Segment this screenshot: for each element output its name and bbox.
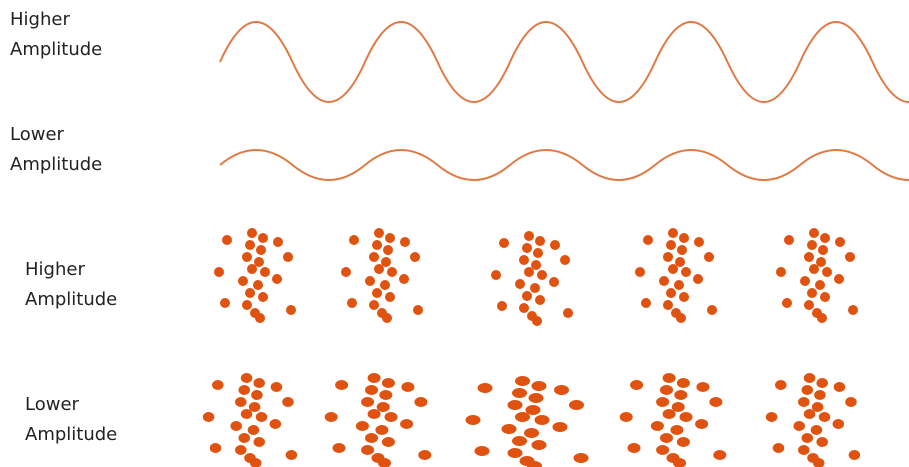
high-amplitude-particles [214, 228, 858, 326]
low-amplitude-particles [203, 373, 860, 467]
label: Lower Amplitude [10, 120, 130, 180]
label: Lower Amplitude [25, 390, 145, 450]
high-amplitude-wave [220, 22, 909, 102]
label: Higher Amplitude [10, 5, 130, 65]
page: Higher Amplitude Lower Amplitude Higher … [0, 0, 909, 467]
low-amplitude-wave [220, 150, 909, 180]
label: Higher Amplitude [25, 255, 145, 315]
